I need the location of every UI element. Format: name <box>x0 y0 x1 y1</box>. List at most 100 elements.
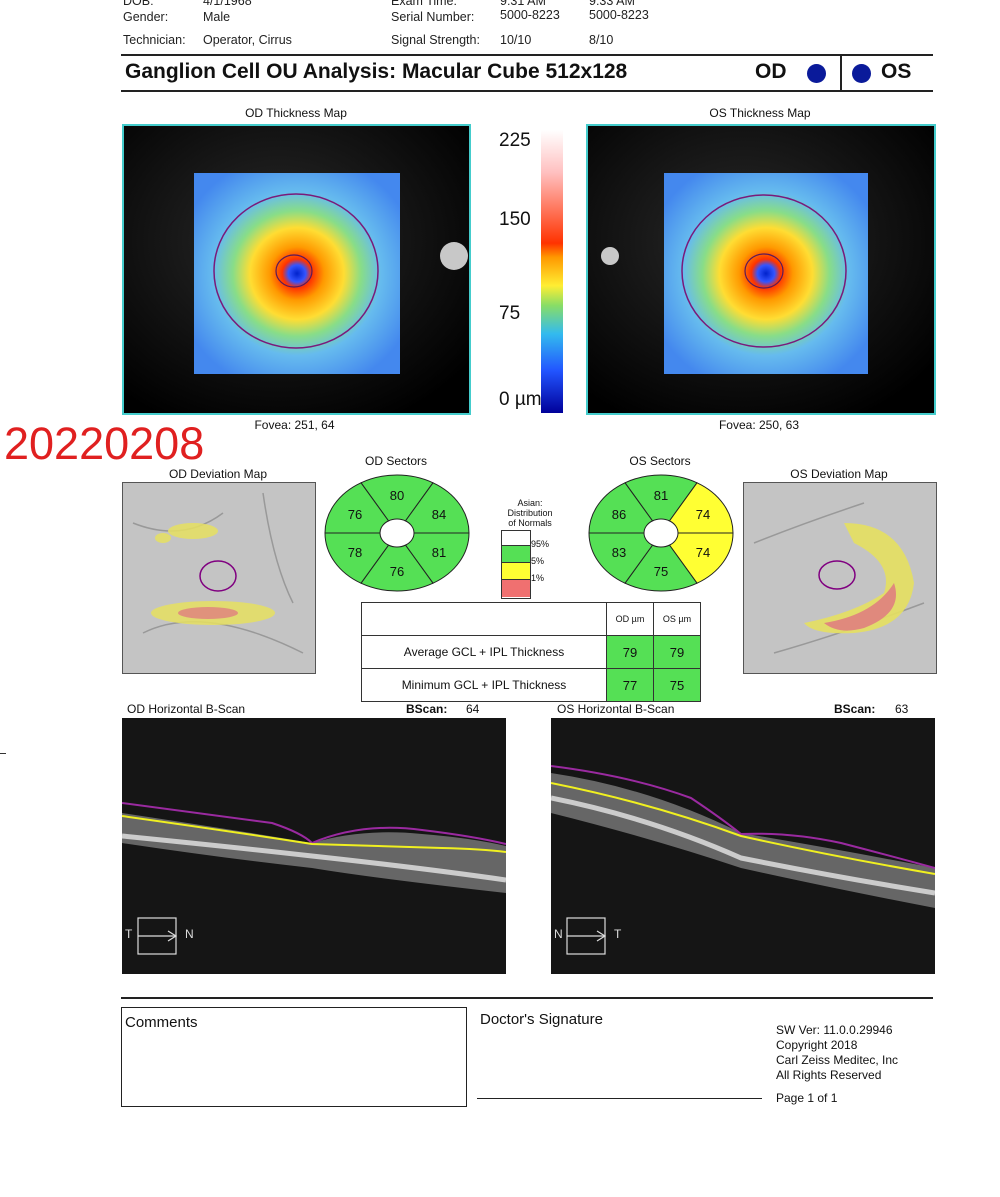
title-divider <box>840 56 842 90</box>
od-sector-chart: 80 84 81 76 78 76 <box>324 474 470 592</box>
os-sector-1 <box>624 474 698 522</box>
sw-version: SW Ver: 11.0.0.29946 <box>776 1023 893 1037</box>
od-sector-4 <box>360 544 434 592</box>
od-eye-icon <box>807 64 826 83</box>
os-sector-value-3: 74 <box>696 545 710 560</box>
os-thickness-title: OS Thickness Map <box>709 106 811 120</box>
gcl-thickness-table: OD µm OS µm Average GCL + IPL Thickness … <box>361 602 701 702</box>
os-bscan-left-label: N <box>554 927 563 941</box>
signature-label: Doctor's Signature <box>480 1011 603 1028</box>
table-header-os: OS µm <box>653 602 701 636</box>
technician-label: Technician: <box>123 33 186 47</box>
thickness-color-scale <box>541 130 563 413</box>
serial-label: Serial Number: <box>391 10 475 24</box>
os-sector-value-1: 81 <box>654 488 668 503</box>
os-sector-value-4: 75 <box>654 564 668 579</box>
software-info: SW Ver: 11.0.0.29946 Copyright 2018 Carl… <box>776 1023 898 1083</box>
od-sector-1 <box>360 474 434 522</box>
od-sector-value-2: 84 <box>432 507 446 522</box>
od-bscan-svg <box>122 718 506 974</box>
os-fovea-label: Fovea: 250, 63 <box>718 418 800 432</box>
os-sector-4 <box>624 544 698 592</box>
od-deviation-title: OD Deviation Map <box>168 467 268 481</box>
signal-label: Signal Strength: <box>391 33 480 47</box>
legend-title-line2: Distribution <box>507 508 553 518</box>
avg-thickness-os: 79 <box>653 635 701 669</box>
normals-legend <box>501 530 531 599</box>
os-bscan-number: 63 <box>895 702 909 716</box>
od-sector-value-1: 80 <box>390 488 404 503</box>
od-bscan-title: OD Horizontal B-Scan <box>127 702 246 716</box>
os-thickness-map <box>586 124 936 415</box>
os-sector-value-2: 74 <box>696 507 710 522</box>
os-thickness-image <box>588 126 934 413</box>
serial-os: 5000-8223 <box>589 8 649 22</box>
signature-line <box>477 1098 762 1099</box>
table-header-od: OD µm <box>606 602 654 636</box>
os-deviation-image <box>744 483 936 673</box>
copyright: Copyright 2018 <box>776 1038 858 1052</box>
scale-label-150: 150 <box>499 209 531 230</box>
table-row: Average GCL + IPL Thickness 79 79 <box>361 635 701 669</box>
legend-swatch-red <box>502 580 530 597</box>
scale-label-75: 75 <box>499 303 521 324</box>
signal-os: 8/10 <box>589 33 614 47</box>
od-deviation-image <box>123 483 315 673</box>
os-bscan-title: OS Horizontal B-Scan <box>557 702 675 716</box>
normals-legend-title: Asian: Distribution of Normals <box>497 498 563 528</box>
legend-title-line1: Asian: <box>517 498 543 508</box>
od-deviation-map <box>122 482 316 674</box>
od-bscan-image: T N <box>122 718 506 974</box>
od-bscan-label: BScan: <box>406 702 448 716</box>
exam-time-od: 9:31 AM <box>500 0 546 8</box>
report-title-bar: Ganglion Cell OU Analysis: Macular Cube … <box>121 54 933 92</box>
od-bscan-left-label: T <box>125 927 133 941</box>
serial-od: 5000-8223 <box>500 8 560 22</box>
os-label: OS <box>881 60 912 83</box>
comments-label: Comments <box>125 1014 198 1031</box>
technician-value: Operator, Cirrus <box>203 33 292 47</box>
footer-rule <box>121 997 933 999</box>
edge-tick <box>0 753 6 754</box>
signal-od: 10/10 <box>500 33 532 47</box>
exam-time-label: Exam Time: <box>391 0 457 8</box>
gender-value: Male <box>203 10 231 24</box>
os-sector-chart: 81 74 74 75 83 86 <box>588 474 734 592</box>
os-deviation-map <box>743 482 937 674</box>
legend-1: 1% <box>531 573 545 583</box>
od-thickness-map <box>122 124 471 415</box>
legend-title-line3: of Normals <box>508 518 552 528</box>
os-sector-2 <box>668 482 734 534</box>
legend-95: 95% <box>531 539 550 549</box>
page-number: Page 1 of 1 <box>776 1091 838 1105</box>
od-sectors-title: OD Sectors <box>364 454 427 468</box>
od-sector-5 <box>324 532 390 584</box>
os-sector-6 <box>588 482 654 534</box>
od-sector-value-6: 76 <box>348 507 362 522</box>
report-title: Ganglion Cell OU Analysis: Macular Cube … <box>125 60 628 83</box>
os-bscan-image: N T <box>551 718 935 974</box>
os-sector-3 <box>668 532 734 584</box>
od-label: OD <box>755 60 787 83</box>
comments-box[interactable]: Comments <box>121 1007 467 1107</box>
os-bscan-label: BScan: <box>834 702 876 716</box>
table-header-empty <box>361 602 607 636</box>
legend-swatch-white <box>502 531 530 546</box>
exam-time-os: 9:33 AM <box>589 0 635 8</box>
os-deviation-title: OS Deviation Map <box>790 467 888 481</box>
scale-label-0: 0 µm <box>499 389 542 410</box>
od-fovea-label: Fovea: 251, 64 <box>254 418 335 432</box>
legend-swatch-green <box>502 546 530 563</box>
min-thickness-os: 75 <box>653 668 701 702</box>
dob-value: 4/1/1968 <box>203 0 252 8</box>
os-sector-5 <box>588 532 654 584</box>
gender-label: Gender: <box>123 10 169 24</box>
od-bscan-right-label: N <box>185 927 194 941</box>
od-sector-6 <box>324 482 390 534</box>
min-thickness-label: Minimum GCL + IPL Thickness <box>361 668 607 702</box>
dob-label: DOB: <box>123 0 154 8</box>
os-bscan-svg <box>551 718 935 974</box>
od-sector-2 <box>404 482 470 534</box>
table-row: Minimum GCL + IPL Thickness 77 75 <box>361 668 701 702</box>
od-thickness-title: OD Thickness Map <box>245 106 347 120</box>
